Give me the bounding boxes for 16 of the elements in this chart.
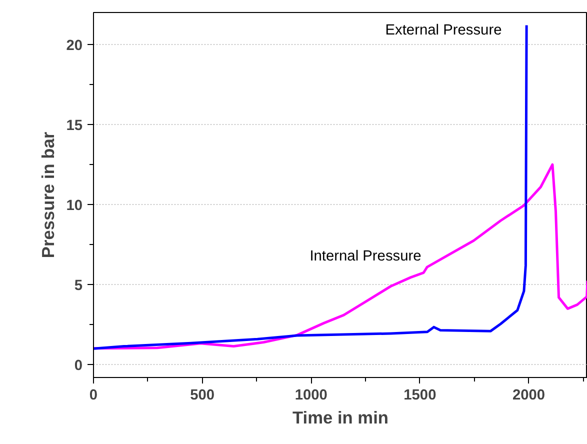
x-tick-label: 1500 bbox=[404, 388, 436, 404]
y-tick-label: 10 bbox=[66, 198, 83, 214]
y-tick-label: 15 bbox=[66, 118, 83, 134]
y-tick-label: 5 bbox=[74, 278, 83, 294]
y-tick-label: 0 bbox=[74, 358, 83, 374]
line-series bbox=[94, 163, 587, 350]
annotation: External Pressure bbox=[385, 22, 502, 38]
line-series bbox=[94, 24, 528, 350]
y-tick-label: 20 bbox=[66, 38, 83, 54]
x-tick-label: 0 bbox=[89, 388, 98, 404]
x-tick-label: 1000 bbox=[294, 388, 328, 404]
annotation: Internal Pressure bbox=[310, 248, 422, 264]
x-tick-label: 2000 bbox=[512, 388, 546, 404]
x-tick-label: 500 bbox=[190, 388, 215, 404]
y-axis-title: Pressure in bar bbox=[38, 132, 58, 258]
x-axis-title: Time in min bbox=[292, 408, 388, 428]
